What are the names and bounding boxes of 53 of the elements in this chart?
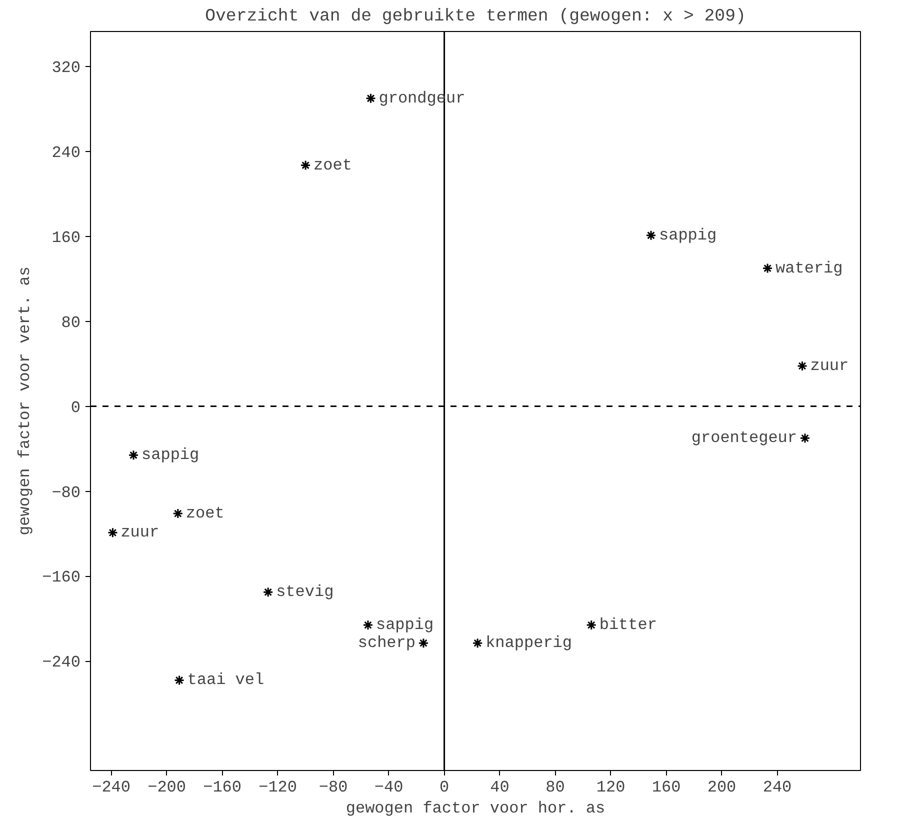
point: [418, 638, 429, 648]
x-tick-label: 200: [707, 778, 736, 796]
point: [586, 620, 597, 630]
annotation: taai vel: [187, 671, 264, 690]
point: [646, 230, 656, 241]
point: [366, 93, 376, 104]
y-tick-label: 80: [61, 314, 80, 332]
x-tick-label: −160: [203, 778, 242, 796]
x-tick-label: −200: [148, 778, 186, 796]
y-tick-label: 160: [52, 228, 81, 247]
annotation: zoet: [314, 156, 352, 174]
x-tick-label: −40: [374, 778, 404, 796]
annotation: zuur: [810, 356, 849, 375]
x-tick-label: 0: [439, 778, 450, 796]
annotation: groentegeur: [691, 429, 798, 448]
x-tick-label: −240: [92, 778, 131, 796]
x-tick-label: 40: [490, 778, 510, 796]
point: [362, 620, 374, 630]
x-tick-label: 240: [762, 778, 792, 796]
annotation: sappig: [376, 616, 434, 634]
x-tick-label: 120: [596, 778, 626, 796]
point: [800, 432, 810, 444]
point: [472, 638, 483, 648]
annotation: sappig: [659, 226, 717, 244]
x-tick-label: 160: [652, 778, 681, 796]
x-tick-label: −80: [318, 778, 348, 796]
annotation: bitter: [599, 616, 657, 634]
chart-title: Overzicht van de gebruikte termen (gewogen: x > 209): [205, 8, 746, 26]
y-tick-label: −160: [42, 568, 80, 587]
annotation: sappig: [142, 446, 200, 464]
y-tick-label: 240: [52, 144, 81, 162]
point: [262, 586, 274, 598]
annotation: stevig: [276, 583, 334, 602]
point: [107, 527, 118, 538]
annotation: waterig: [776, 259, 843, 278]
y-tick-label: 0: [70, 398, 81, 417]
y-tick-label: −240: [42, 654, 80, 672]
annotation: scherp: [358, 634, 416, 652]
point: [796, 360, 808, 372]
annotation: zoet: [186, 504, 224, 523]
x-axis-title: gewogen factor voor hor. as: [346, 800, 606, 818]
y-axis-title: gewogen factor voor vert. as: [16, 266, 34, 536]
x-tick-label: −120: [258, 778, 297, 796]
point: [174, 675, 185, 686]
annotation: zuur: [120, 524, 160, 542]
point: [128, 450, 139, 460]
y-tick-label: −80: [52, 484, 81, 502]
point: [762, 263, 773, 274]
point: [172, 508, 184, 519]
annotation: knapperig: [486, 634, 572, 652]
point: [300, 160, 311, 171]
y-tick-label: 320: [52, 59, 81, 78]
x-tick-label: 80: [546, 778, 565, 796]
